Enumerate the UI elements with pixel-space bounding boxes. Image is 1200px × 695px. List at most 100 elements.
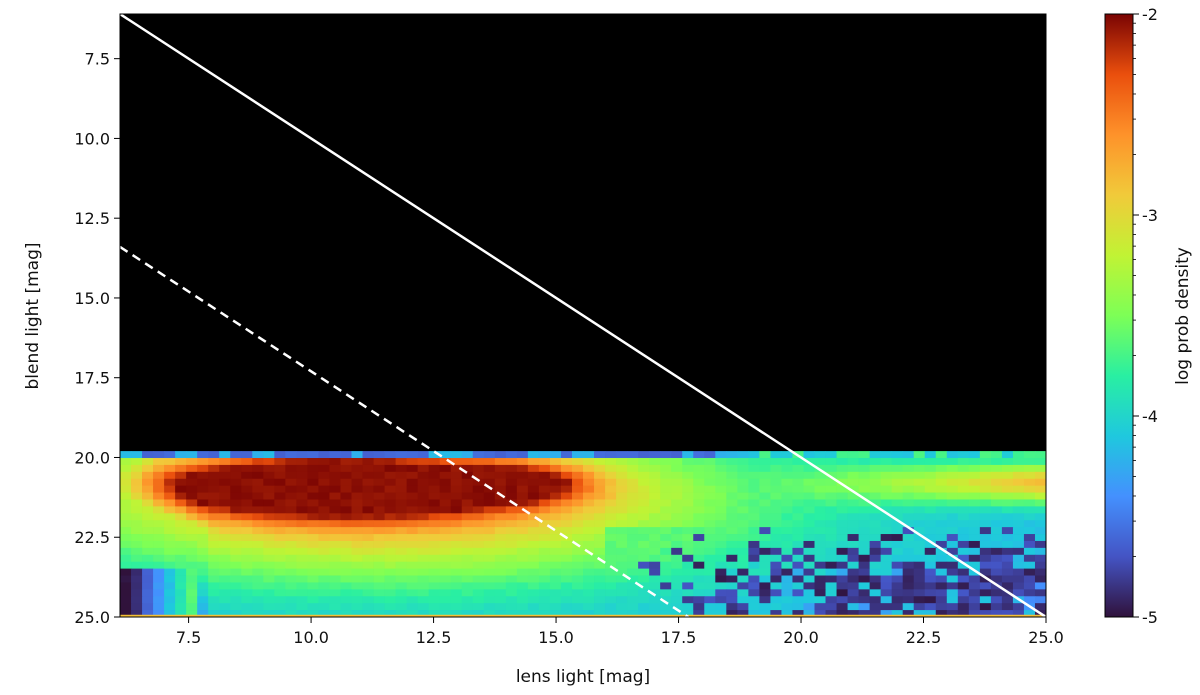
- heatmap-cell: [583, 458, 595, 466]
- heatmap-cell: [913, 554, 926, 563]
- heatmap-cell: [869, 478, 882, 487]
- heatmap-cell: [913, 478, 926, 487]
- heatmap-cell: [274, 485, 286, 493]
- heatmap-cell: [825, 540, 837, 549]
- heatmap-cell: [693, 561, 705, 570]
- heatmap-cell: [395, 499, 408, 507]
- heatmap-cell: [770, 596, 782, 604]
- heatmap-cell: [1023, 485, 1036, 493]
- heatmap-cell: [120, 451, 132, 459]
- heatmap-cell: [814, 603, 826, 611]
- heatmap-cell: [924, 520, 937, 528]
- heatmap-cell: [131, 513, 143, 521]
- heatmap-cell: [946, 451, 959, 459]
- heatmap-cell: [682, 471, 694, 480]
- heatmap-cell: [285, 458, 297, 466]
- heatmap-cell: [351, 568, 363, 576]
- heatmap-cell: [241, 527, 253, 535]
- heatmap-cell: [494, 499, 507, 507]
- heatmap-cell: [329, 603, 341, 611]
- heatmap-cell: [439, 540, 452, 549]
- heatmap-cell: [439, 575, 452, 583]
- heatmap-cell: [825, 554, 837, 563]
- heatmap-cell: [461, 547, 474, 556]
- heatmap-cell: [296, 561, 308, 570]
- heatmap-cell: [527, 554, 540, 563]
- heatmap-cell: [946, 610, 959, 617]
- heatmap-cell: [1012, 499, 1025, 507]
- heatmap-cell: [318, 582, 330, 590]
- heatmap-cell: [340, 513, 352, 521]
- heatmap-cell: [1023, 520, 1036, 528]
- heatmap-cell: [935, 458, 948, 466]
- heatmap-cell: [197, 610, 209, 617]
- heatmap-cell: [583, 589, 595, 597]
- heatmap-cell: [924, 547, 937, 556]
- heatmap-cell: [329, 582, 341, 590]
- heatmap-cell: [131, 561, 143, 570]
- heatmap-cell: [990, 534, 1003, 542]
- heatmap-cell: [362, 554, 374, 563]
- heatmap-cell: [296, 589, 308, 597]
- heatmap-cell: [560, 610, 573, 617]
- colorbar-label: log prob density: [1173, 247, 1193, 385]
- heatmap-cell: [902, 527, 915, 535]
- heatmap-cell: [296, 610, 308, 617]
- heatmap-cell: [175, 603, 187, 611]
- heatmap-cell: [836, 492, 848, 500]
- heatmap-cell: [428, 499, 441, 507]
- heatmap-cell: [583, 603, 595, 611]
- heatmap-cell: [737, 485, 749, 493]
- heatmap-cell: [935, 568, 948, 576]
- heatmap-cell: [836, 520, 848, 528]
- heatmap-cell: [428, 485, 441, 493]
- heatmap-cell: [472, 596, 485, 604]
- heatmap-cell: [373, 485, 385, 493]
- heatmap-cell: [362, 458, 374, 466]
- heatmap-cell: [957, 582, 970, 590]
- heatmap-cell: [638, 485, 650, 493]
- heatmap-cell: [164, 603, 176, 611]
- heatmap-cell: [913, 582, 926, 590]
- heatmap-cell: [594, 492, 606, 500]
- heatmap-cell: [737, 554, 749, 563]
- heatmap-cell: [715, 471, 727, 480]
- heatmap-cell: [505, 603, 518, 611]
- heatmap-cell: [230, 492, 242, 500]
- heatmap-cell: [935, 464, 948, 473]
- heatmap-cell: [660, 534, 672, 542]
- heatmap-cell: [913, 471, 926, 480]
- heatmap-cell: [252, 513, 264, 521]
- heatmap-cell: [318, 554, 330, 563]
- heatmap-cell: [814, 540, 826, 549]
- heatmap-cell: [825, 506, 837, 514]
- heatmap-cell: [935, 547, 948, 556]
- heatmap-cell: [527, 540, 540, 549]
- heatmap-cell: [682, 561, 694, 570]
- heatmap-cell: [891, 492, 904, 500]
- heatmap-cell: [781, 589, 793, 597]
- heatmap-cell: [505, 596, 518, 604]
- heatmap-cell: [902, 540, 915, 549]
- heatmap-cell: [704, 603, 716, 611]
- heatmap-cell: [241, 554, 253, 563]
- heatmap-cell: [1034, 589, 1046, 597]
- heatmap-cell: [759, 485, 771, 493]
- heatmap-cell: [660, 603, 672, 611]
- heatmap-cell: [230, 520, 242, 528]
- heatmap-cell: [571, 561, 584, 570]
- heatmap-cell: [638, 596, 650, 604]
- heatmap-cell: [252, 485, 264, 493]
- heatmap-cell: [274, 561, 286, 570]
- heatmap-cell: [549, 471, 562, 480]
- heatmap-cell: [715, 610, 727, 617]
- heatmap-cell: [395, 513, 408, 521]
- heatmap-cell: [439, 561, 452, 570]
- heatmap-cell: [252, 582, 264, 590]
- heatmap-cell: [770, 527, 782, 535]
- colorbar-tick-label: -5: [1142, 608, 1158, 627]
- heatmap-cell: [483, 589, 496, 597]
- heatmap-cell: [450, 478, 463, 487]
- heatmap-cell: [538, 554, 551, 563]
- heatmap-cell: [285, 596, 297, 604]
